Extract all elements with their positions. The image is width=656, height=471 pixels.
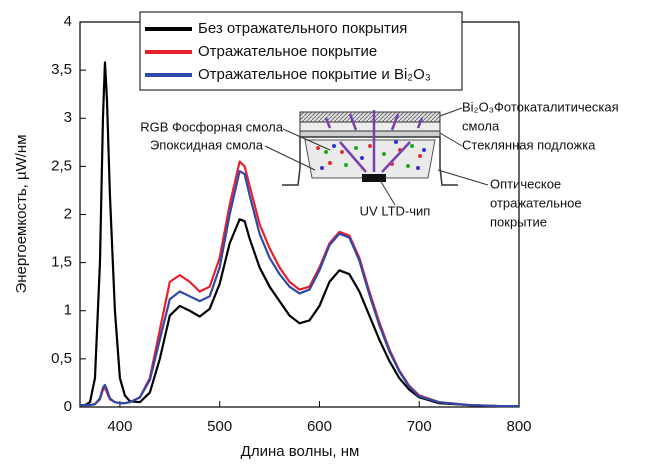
y-tick-label: 3	[64, 109, 72, 126]
x-tick-label: 700	[407, 418, 432, 435]
annotation: отражательное	[490, 195, 582, 210]
y-tick-label: 0,5	[51, 350, 72, 367]
y-tick-label: 2,5	[51, 157, 72, 174]
x-tick-label: 800	[506, 418, 531, 435]
y-tick-label: 3,5	[51, 61, 72, 78]
annotation: смола	[462, 118, 500, 133]
y-axis-label: Энергоемкость, µW/нм	[13, 134, 30, 293]
inset-diagram: RGB Фосфорная смола Эпоксидная смола UV …	[140, 99, 618, 229]
annotation: Стеклянная подложка	[462, 137, 596, 152]
annotation: Оптическое	[490, 176, 561, 191]
x-axis-label: Длина волны, нм	[241, 443, 360, 460]
legend-label: Без отражательного покрытия	[198, 20, 407, 37]
annotation: покрытие	[490, 214, 547, 229]
annotation: Эпоксидная смола	[150, 137, 264, 152]
annotation: RGB Фосфорная смола	[140, 119, 284, 134]
y-tick-label: 1	[64, 302, 72, 319]
legend-label: Отражательное покрытие	[198, 43, 377, 60]
x-tick-label: 400	[107, 418, 132, 435]
y-tick-label: 2	[64, 205, 72, 222]
series-line	[80, 162, 519, 406]
y-tick-label: 1,5	[51, 254, 72, 271]
y-tick-label: 0	[64, 398, 72, 415]
annotation: UV LTD-чип	[360, 203, 431, 218]
y-tick-label: 4	[64, 13, 72, 30]
annotation: Bi₂O₃Фотокаталитическая	[462, 99, 619, 114]
chart: Длина волны, нм Энергоемкость, µW/нм RGB…	[0, 0, 656, 466]
x-tick-label: 500	[207, 418, 232, 435]
legend-label: Отражательное покрытие и Bi₂O₃	[198, 66, 431, 83]
x-tick-label: 600	[307, 418, 332, 435]
